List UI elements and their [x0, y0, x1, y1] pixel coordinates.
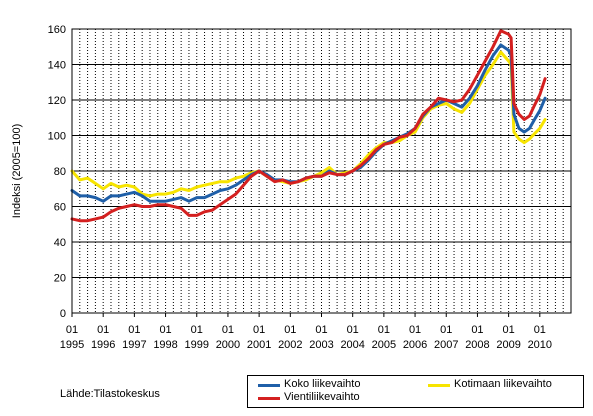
legend-label-koko: Koko liikevaihto	[284, 378, 361, 390]
y-tick-label: 160	[48, 24, 66, 36]
legend-label-vienti: Vientiliikevaihto	[284, 391, 360, 403]
x-tick-month: 01	[347, 324, 359, 336]
y-tick-label: 20	[54, 273, 66, 285]
x-tick-month: 01	[378, 324, 390, 336]
y-tick-label: 40	[54, 237, 66, 249]
x-tick-month: 01	[471, 324, 483, 336]
x-tick-year: 2000	[216, 339, 240, 351]
series-line-2	[70, 29, 547, 223]
series-lines	[70, 29, 547, 223]
legend-swatch-kotimaan	[428, 384, 450, 387]
legend-swatch-koko	[258, 384, 280, 387]
x-tick-month: 01	[253, 324, 265, 336]
plot-frame	[71, 28, 572, 314]
y-tick-label: 100	[48, 131, 66, 143]
x-tick-month: 01	[284, 324, 296, 336]
x-tick-year: 1995	[60, 339, 84, 351]
x-tick-year: 1998	[153, 339, 177, 351]
x-tick-month: 01	[66, 324, 78, 336]
x-tick-month: 01	[128, 324, 140, 336]
series-line-1	[70, 50, 547, 198]
y-tick-label: 80	[54, 166, 66, 178]
x-tick-year: 2004	[340, 339, 364, 351]
x-tick-month: 01	[440, 324, 452, 336]
x-tick-year: 2003	[309, 339, 333, 351]
legend: Koko liikevaihto Kotimaan liikevaihto Vi…	[247, 375, 584, 408]
x-tick-year: 2009	[496, 339, 520, 351]
y-axis-ticks: 0 20 40 60 80 100 120 140 160	[48, 24, 66, 320]
x-tick-year: 2007	[434, 339, 458, 351]
x-tick-year: 2005	[372, 339, 396, 351]
x-tick-month: 01	[97, 324, 109, 336]
y-axis-title: Indeksi (2005=100)	[11, 124, 23, 218]
y-tick-label: 140	[48, 60, 66, 72]
x-tick-month: 01	[534, 324, 546, 336]
x-tick-year: 1997	[122, 339, 146, 351]
legend-swatch-vienti	[258, 397, 280, 400]
x-tick-month: 01	[222, 324, 234, 336]
x-tick-year: 2001	[247, 339, 271, 351]
x-tick-year: 1999	[185, 339, 209, 351]
y-tick-label: 60	[54, 202, 66, 214]
x-tick-month: 01	[503, 324, 515, 336]
source-note: Lähde:Tilastokeskus	[60, 388, 160, 400]
line-chart: 0 20 40 60 80 100 120 140 160 01 1995 01 1996 01 1997…	[11, 24, 572, 351]
grid-lines	[72, 28, 571, 314]
x-tick-month: 01	[159, 324, 171, 336]
x-axis-ticks: 01 1995 01 1996 01 1997 01 1998 01 1999 01 2000 01 20…	[60, 313, 552, 351]
x-tick-month: 01	[409, 324, 421, 336]
x-tick-year: 1996	[91, 339, 115, 351]
y-tick-label: 0	[60, 308, 66, 320]
x-tick-month: 01	[191, 324, 203, 336]
legend-label-kotimaan: Kotimaan liikevaihto	[454, 378, 552, 390]
x-tick-month: 01	[315, 324, 327, 336]
x-tick-year: 2010	[528, 339, 552, 351]
x-tick-year: 2008	[465, 339, 489, 351]
y-tick-label: 120	[48, 95, 66, 107]
x-tick-year: 2002	[278, 339, 302, 351]
x-tick-year: 2006	[403, 339, 427, 351]
